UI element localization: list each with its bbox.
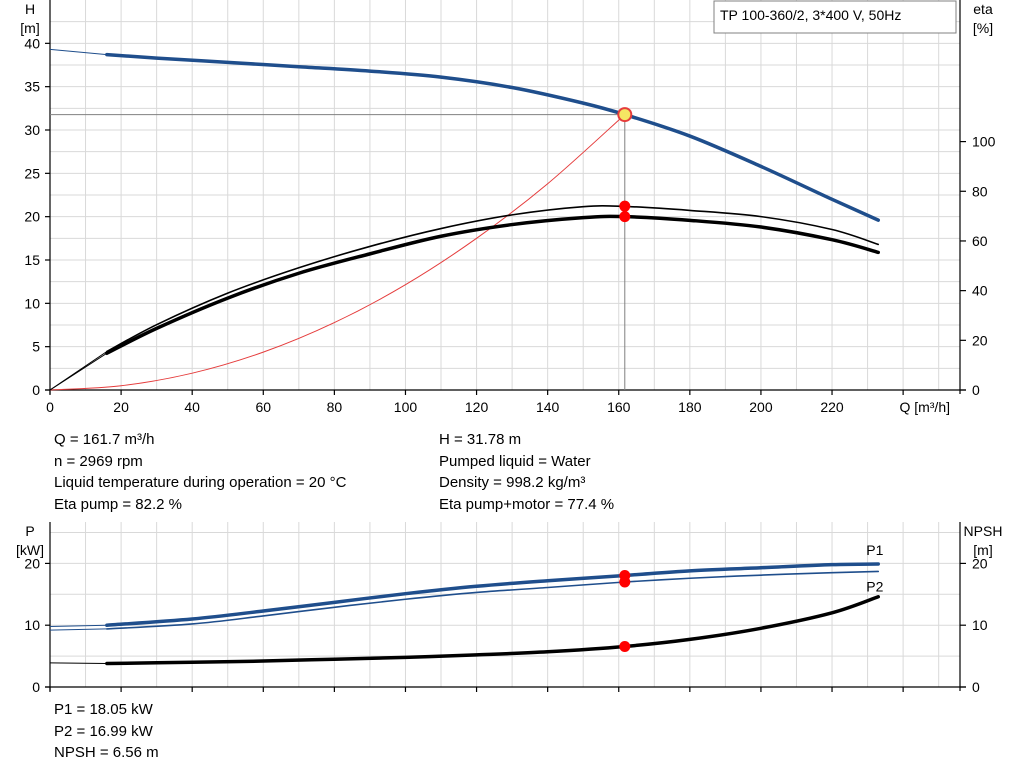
chart1-x-tick-label: 100 [394,399,418,415]
chart1-y-tick-label-right: 100 [972,134,996,150]
chart1-x-tick-label: 40 [184,399,200,415]
chart1-y-tick-label-left: 30 [24,122,40,138]
chart1-y-label-left-name: H [25,1,35,17]
chart1-y-tick-label-right: 0 [972,382,980,398]
chart2-series-0-line [105,562,880,627]
chart2-y-label-left-name: P [25,523,34,539]
chart1-title: TP 100-360/2, 3*400 V, 50Hz [720,7,901,23]
chart1-marker-0 [619,200,631,212]
chart1-series-0-extension [49,48,107,56]
chart1-y-tick-label-right: 60 [972,233,988,249]
chart2-y-label-left-unit: [kW] [16,542,44,558]
chart2-marker-1 [619,576,631,588]
chart1-system-curve [49,114,626,391]
chart2-y-tick-label-left: 0 [32,679,40,695]
operating-info-right: H = 31.78 m Pumped liquid = Water Densit… [439,429,614,515]
info-p1: P1 = 18.05 kW [54,701,153,718]
chart1-series-0-line [105,52,880,222]
chart1-y-tick-label-left: 5 [32,339,40,355]
chart2-y-tick-label-right: 10 [972,617,988,633]
info-npsh: NPSH = 6.56 m [54,744,159,761]
chart2-series-1-line [106,570,880,630]
chart1-y-tick-label-left: 0 [32,382,40,398]
chart2-y-label-right-name: NPSH [964,523,1003,539]
chart1-y-tick-label-right: 80 [972,183,988,199]
info-speed: n = 2969 rpm [54,452,143,470]
chart1-y-tick-label-left: 25 [24,165,40,181]
chart1-x-tick-label: 180 [678,399,702,415]
chart1-y-label-right-unit: [%] [973,20,993,36]
chart2-series-2-line [105,595,880,666]
chart1-operating-point [617,107,633,123]
chart2-series-0-extension [49,624,107,627]
chart1-x-tick-label: 220 [820,399,844,415]
chart1-y-tick-label-left: 10 [24,295,40,311]
info-liquid: Pumped liquid = Water [439,452,591,470]
operating-info-left: Q = 161.7 m³/h n = 2969 rpm Liquid tempe… [54,429,346,515]
chart1-x-tick-label: 20 [113,399,129,415]
chart1-x-axis-label: Q [m³/h] [899,399,950,415]
chart2-y-tick-label-right: 20 [972,555,988,571]
chart2-y-tick-label-left: 10 [24,617,40,633]
chart2-series-2-extension [49,662,107,665]
info-eta-total: Eta pump+motor = 77.4 % [439,495,615,513]
chart2-plot-area [50,522,960,687]
chart1-y-tick-label-right: 20 [972,332,988,348]
chart1-y-tick-label-left: 35 [24,79,40,95]
info-eta-pump: Eta pump = 82.2 % [54,495,182,513]
chart1-x-tick-label: 160 [607,399,631,415]
chart2-y-tick-label-left: 20 [24,555,40,571]
chart1-marker-1 [619,211,631,223]
chart2-marker-2 [619,640,631,652]
chart2-series-1-extension [49,628,107,631]
info-p2: P2 = 16.99 kW [54,722,153,740]
chart1-x-tick-label: 60 [255,399,271,415]
info-head: H = 31.78 m [439,431,522,448]
chart1-x-tick-label: 0 [46,399,54,415]
chart1-series-2-extension [49,352,108,391]
chart1-y-label-left-unit: [m] [20,20,39,36]
chart1-series-2-line [105,214,880,355]
chart1-x-tick-label: 80 [327,399,343,415]
chart2-y-tick-label-right: 0 [972,679,980,695]
chart1-y-tick-label-left: 15 [24,252,40,268]
info-flow: Q = 161.7 m³/h [54,431,155,448]
chart2-series-label-p2: P2 [866,578,883,594]
chart1-series-1-line [106,204,880,353]
chart1-y-tick-label-left: 40 [24,35,40,51]
chart1-x-tick-label: 200 [749,399,773,415]
chart1-y-tick-label-left: 20 [24,209,40,225]
info-density: Density = 998.2 kg/m³ [439,474,586,491]
power-info: P1 = 18.05 kW P2 = 16.99 kW NPSH = 6.56 … [54,699,159,764]
info-temperature: Liquid temperature during operation = 20… [54,474,347,491]
chart1-y-tick-label-right: 40 [972,283,988,299]
chart1-y-label-right-name: eta [973,1,993,17]
chart1-x-tick-label: 140 [536,399,560,415]
chart2-y-label-right-unit: [m] [973,542,992,558]
chart1-x-tick-label: 120 [465,399,489,415]
chart2-series-label-p1: P1 [866,542,883,558]
chart1-title-box [713,0,957,34]
